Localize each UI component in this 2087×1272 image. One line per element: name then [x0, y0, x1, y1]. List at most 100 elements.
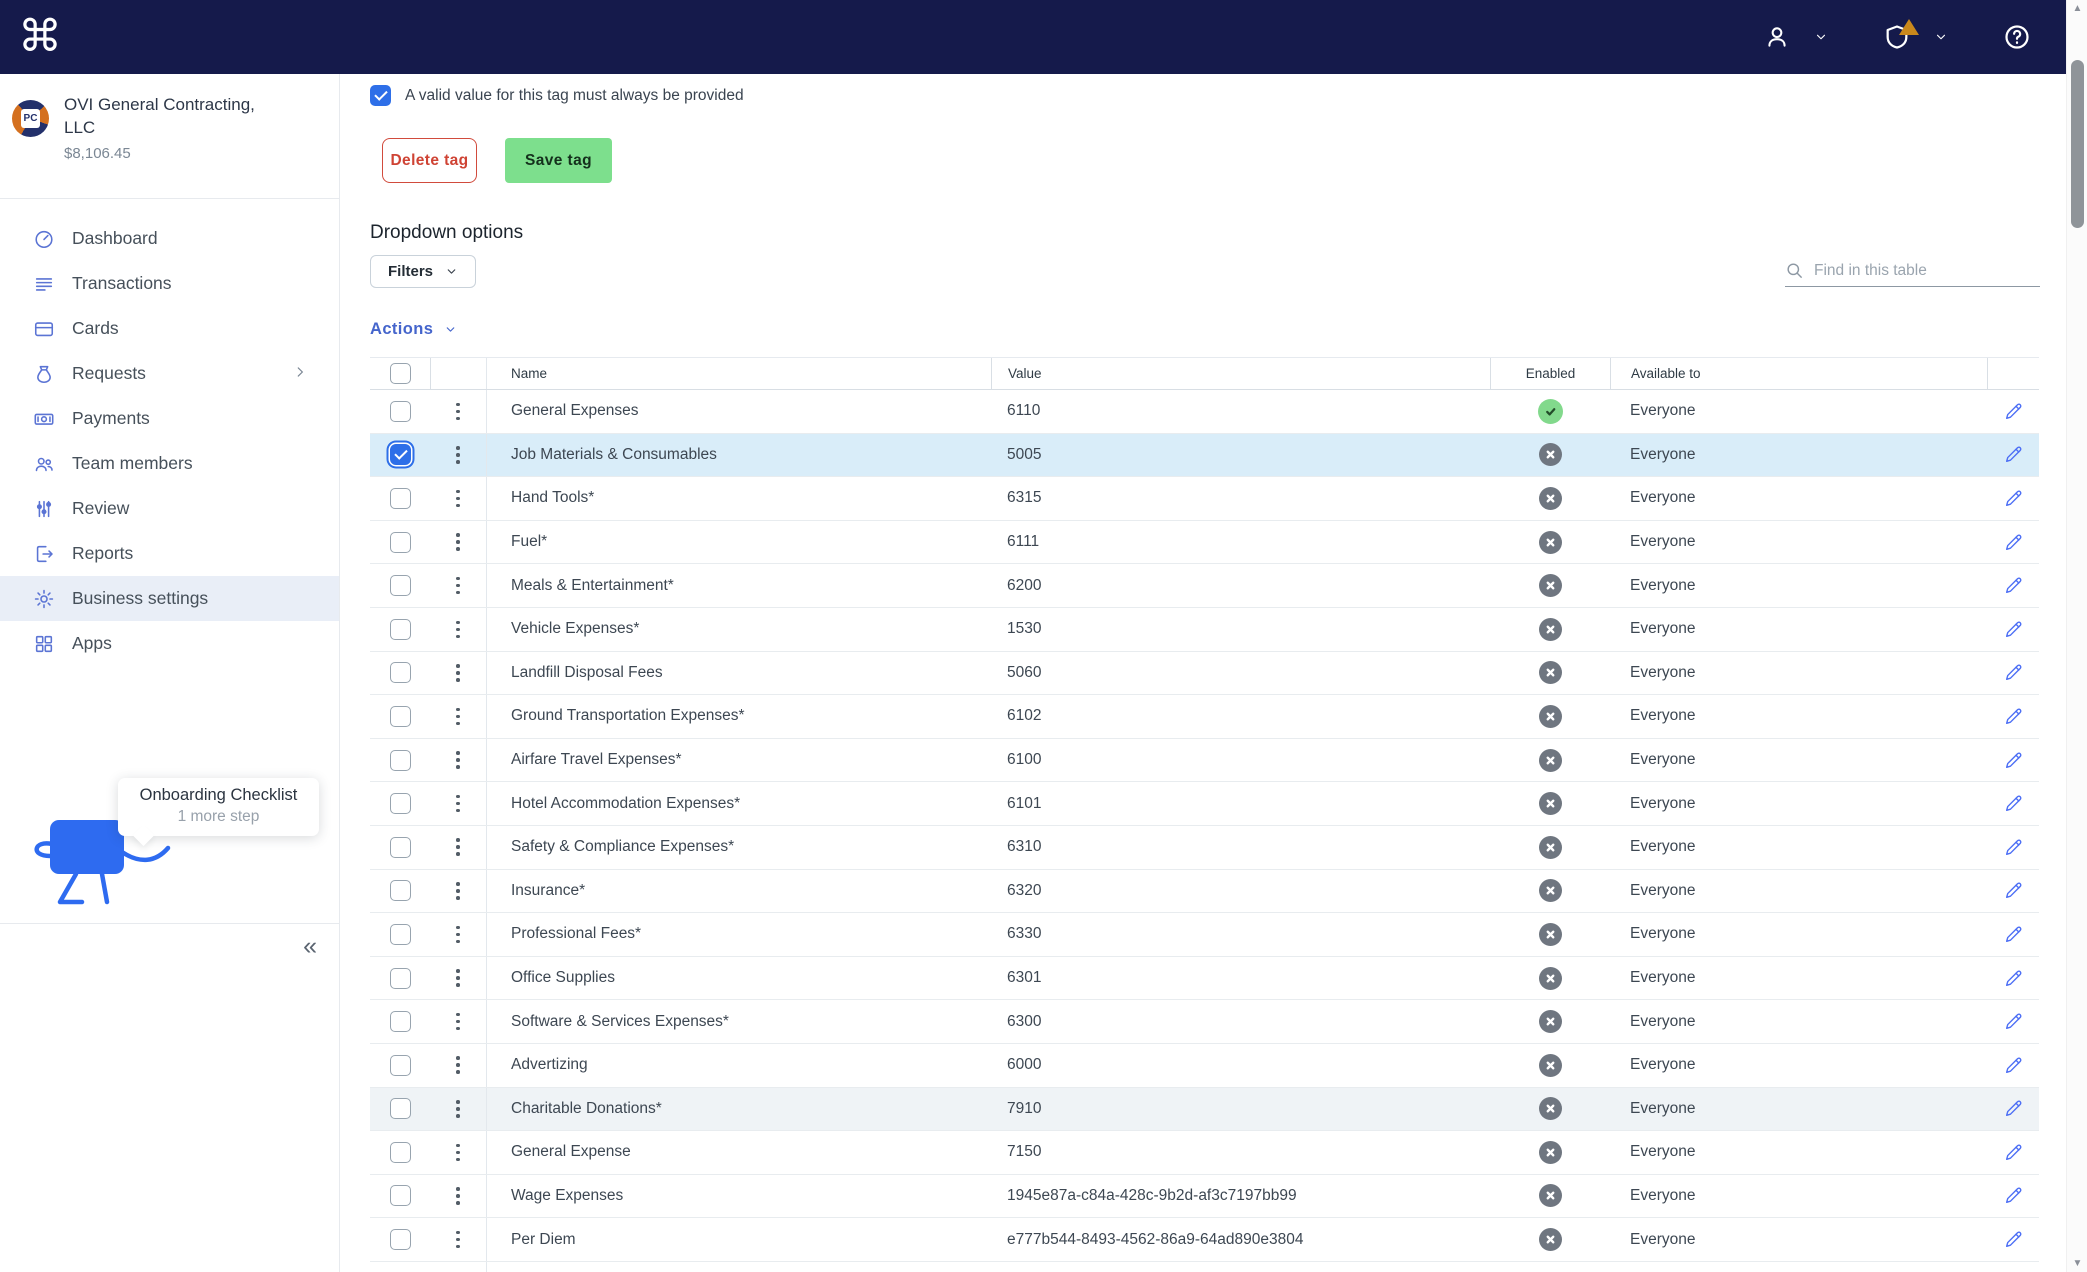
disabled-x-icon[interactable] [1538, 530, 1562, 554]
column-header-name[interactable]: Name [486, 358, 991, 389]
disabled-x-icon[interactable] [1538, 922, 1562, 946]
edit-pencil-icon[interactable] [2003, 706, 2024, 727]
row-checkbox[interactable] [390, 1229, 411, 1251]
row-checkbox[interactable] [390, 1098, 411, 1120]
table-row[interactable]: General Expenses 6110 Everyone [370, 390, 2039, 434]
table-row[interactable]: Software & Services Expenses* 6300 Everyon… [370, 1000, 2039, 1044]
row-checkbox[interactable] [390, 400, 411, 422]
row-menu-kebab-icon[interactable] [452, 1227, 464, 1253]
row-menu-kebab-icon[interactable] [452, 573, 464, 599]
table-row[interactable]: Hotel Accommodation Expenses* 6101 Everyon… [370, 782, 2039, 826]
column-header-available-to[interactable]: Available to [1610, 358, 1987, 389]
row-menu-kebab-icon[interactable] [452, 1183, 464, 1209]
disabled-x-icon[interactable] [1538, 748, 1562, 772]
company-switcher[interactable]: PC OVI General Contracting, LLC $8,106.4… [12, 94, 329, 162]
table-row[interactable]: Per Diem e777b544-8493-4562-86a9-64ad890e… [370, 1218, 2039, 1262]
row-checkbox[interactable] [390, 662, 411, 684]
row-menu-kebab-icon[interactable] [452, 834, 464, 860]
disabled-x-icon[interactable] [1538, 879, 1562, 903]
edit-pencil-icon[interactable] [2003, 532, 2024, 553]
select-all-checkbox[interactable] [390, 363, 411, 384]
edit-pencil-icon[interactable] [2003, 1098, 2024, 1119]
row-menu-kebab-icon[interactable] [452, 399, 464, 425]
delete-tag-button[interactable]: Delete tag [382, 138, 477, 183]
table-row[interactable]: Office Supplies 6301 Everyone [370, 956, 2039, 1001]
row-checkbox[interactable] [390, 487, 411, 509]
sidebar-item-payments[interactable]: Payments [0, 396, 339, 441]
edit-pencil-icon[interactable] [2003, 880, 2024, 901]
disabled-x-icon[interactable] [1538, 661, 1562, 685]
user-icon[interactable] [1762, 22, 1792, 52]
table-row[interactable]: Wage Expenses 1945e87a-c84a-428c-9b2d-af3… [370, 1174, 2039, 1219]
column-header-enabled[interactable]: Enabled [1490, 358, 1610, 389]
row-menu-kebab-icon[interactable] [452, 1096, 464, 1122]
disabled-x-icon[interactable] [1538, 704, 1562, 728]
edit-pencil-icon[interactable] [2003, 1185, 2024, 1206]
row-menu-kebab-icon[interactable] [452, 660, 464, 686]
row-checkbox[interactable] [390, 444, 411, 466]
edit-pencil-icon[interactable] [2003, 488, 2024, 509]
row-checkbox[interactable] [390, 967, 411, 989]
command-logo-icon[interactable]: ⌘ [18, 11, 62, 62]
actions-button[interactable]: Actions [370, 320, 457, 339]
row-menu-kebab-icon[interactable] [452, 922, 464, 948]
table-row[interactable]: Ground Transportation Expenses* 6102 Every… [370, 695, 2039, 739]
scroll-down-arrow-icon[interactable]: ▼ [2072, 1258, 2083, 1269]
security-menu-chevron-down-icon[interactable] [1926, 22, 1956, 52]
sidebar-item-review[interactable]: Review [0, 486, 339, 531]
table-row[interactable]: Safety & Compliance Expenses* 6310 Everyon… [370, 825, 2039, 870]
table-row[interactable]: Landfill Disposal Fees 5060 Everyone [370, 651, 2039, 696]
edit-pencil-icon[interactable] [2003, 575, 2024, 596]
row-menu-kebab-icon[interactable] [452, 1140, 464, 1166]
sidebar-item-dashboard[interactable]: Dashboard [0, 216, 339, 261]
row-menu-kebab-icon[interactable] [452, 486, 464, 512]
table-row[interactable]: Meals & Entertainment* 6200 Everyone [370, 564, 2039, 608]
table-row[interactable]: Job Materials & Consumables 5005 Everyone [370, 433, 2039, 478]
sidebar-item-business-settings[interactable]: Business settings [0, 576, 339, 621]
edit-pencil-icon[interactable] [2003, 793, 2024, 814]
edit-pencil-icon[interactable] [2003, 1011, 2024, 1032]
edit-pencil-icon[interactable] [2003, 837, 2024, 858]
filters-button[interactable]: Filters [370, 255, 477, 288]
table-row[interactable]: Fuel* 6111 Everyone [370, 520, 2039, 565]
scroll-up-arrow-icon[interactable]: ▲ [2072, 3, 2083, 14]
vertical-scrollbar[interactable]: ▲ ▼ [2066, 0, 2087, 1272]
row-menu-kebab-icon[interactable] [452, 791, 464, 817]
row-menu-kebab-icon[interactable] [452, 1052, 464, 1078]
edit-pencil-icon[interactable] [2003, 1229, 2024, 1250]
row-checkbox[interactable] [390, 618, 411, 640]
help-icon[interactable] [2002, 22, 2032, 52]
table-row[interactable]: Hand Tools* 6315 Everyone [370, 477, 2039, 521]
disabled-x-icon[interactable] [1538, 486, 1562, 510]
row-menu-kebab-icon[interactable] [452, 529, 464, 555]
sidebar-item-team-members[interactable]: Team members [0, 441, 339, 486]
row-checkbox[interactable] [390, 1054, 411, 1076]
row-menu-kebab-icon[interactable] [452, 617, 464, 643]
row-checkbox[interactable] [390, 749, 411, 771]
row-menu-kebab-icon[interactable] [452, 1009, 464, 1035]
row-menu-kebab-icon[interactable] [452, 747, 464, 773]
disabled-x-icon[interactable] [1538, 792, 1562, 816]
disabled-x-icon[interactable] [1538, 1140, 1562, 1164]
row-checkbox[interactable] [390, 836, 411, 858]
disabled-x-icon[interactable] [1538, 1053, 1562, 1077]
search-input[interactable] [1814, 261, 2040, 280]
table-row[interactable]: Airfare Travel Expenses* 6100 Everyone [370, 738, 2039, 783]
row-checkbox[interactable] [390, 705, 411, 727]
edit-pencil-icon[interactable] [2003, 1055, 2024, 1076]
edit-pencil-icon[interactable] [2003, 1142, 2024, 1163]
onboarding-mascot[interactable] [22, 810, 182, 910]
column-header-value[interactable]: Value [991, 358, 1490, 389]
sidebar-item-reports[interactable]: Reports [0, 531, 339, 576]
table-row[interactable]: General Expense 7150 Everyone [370, 1131, 2039, 1175]
table-row[interactable]: Charitable Donations* 7910 Everyone [370, 1087, 2039, 1132]
edit-pencil-icon[interactable] [2003, 750, 2024, 771]
row-checkbox[interactable] [390, 1185, 411, 1207]
disabled-x-icon[interactable] [1538, 443, 1562, 467]
edit-pencil-icon[interactable] [2003, 619, 2024, 640]
table-row[interactable]: Advertizing 6000 Everyone [370, 1043, 2039, 1088]
row-checkbox[interactable] [390, 1011, 411, 1033]
row-menu-kebab-icon[interactable] [452, 442, 464, 468]
row-checkbox[interactable] [390, 1141, 411, 1163]
user-menu-chevron-down-icon[interactable] [1806, 22, 1836, 52]
